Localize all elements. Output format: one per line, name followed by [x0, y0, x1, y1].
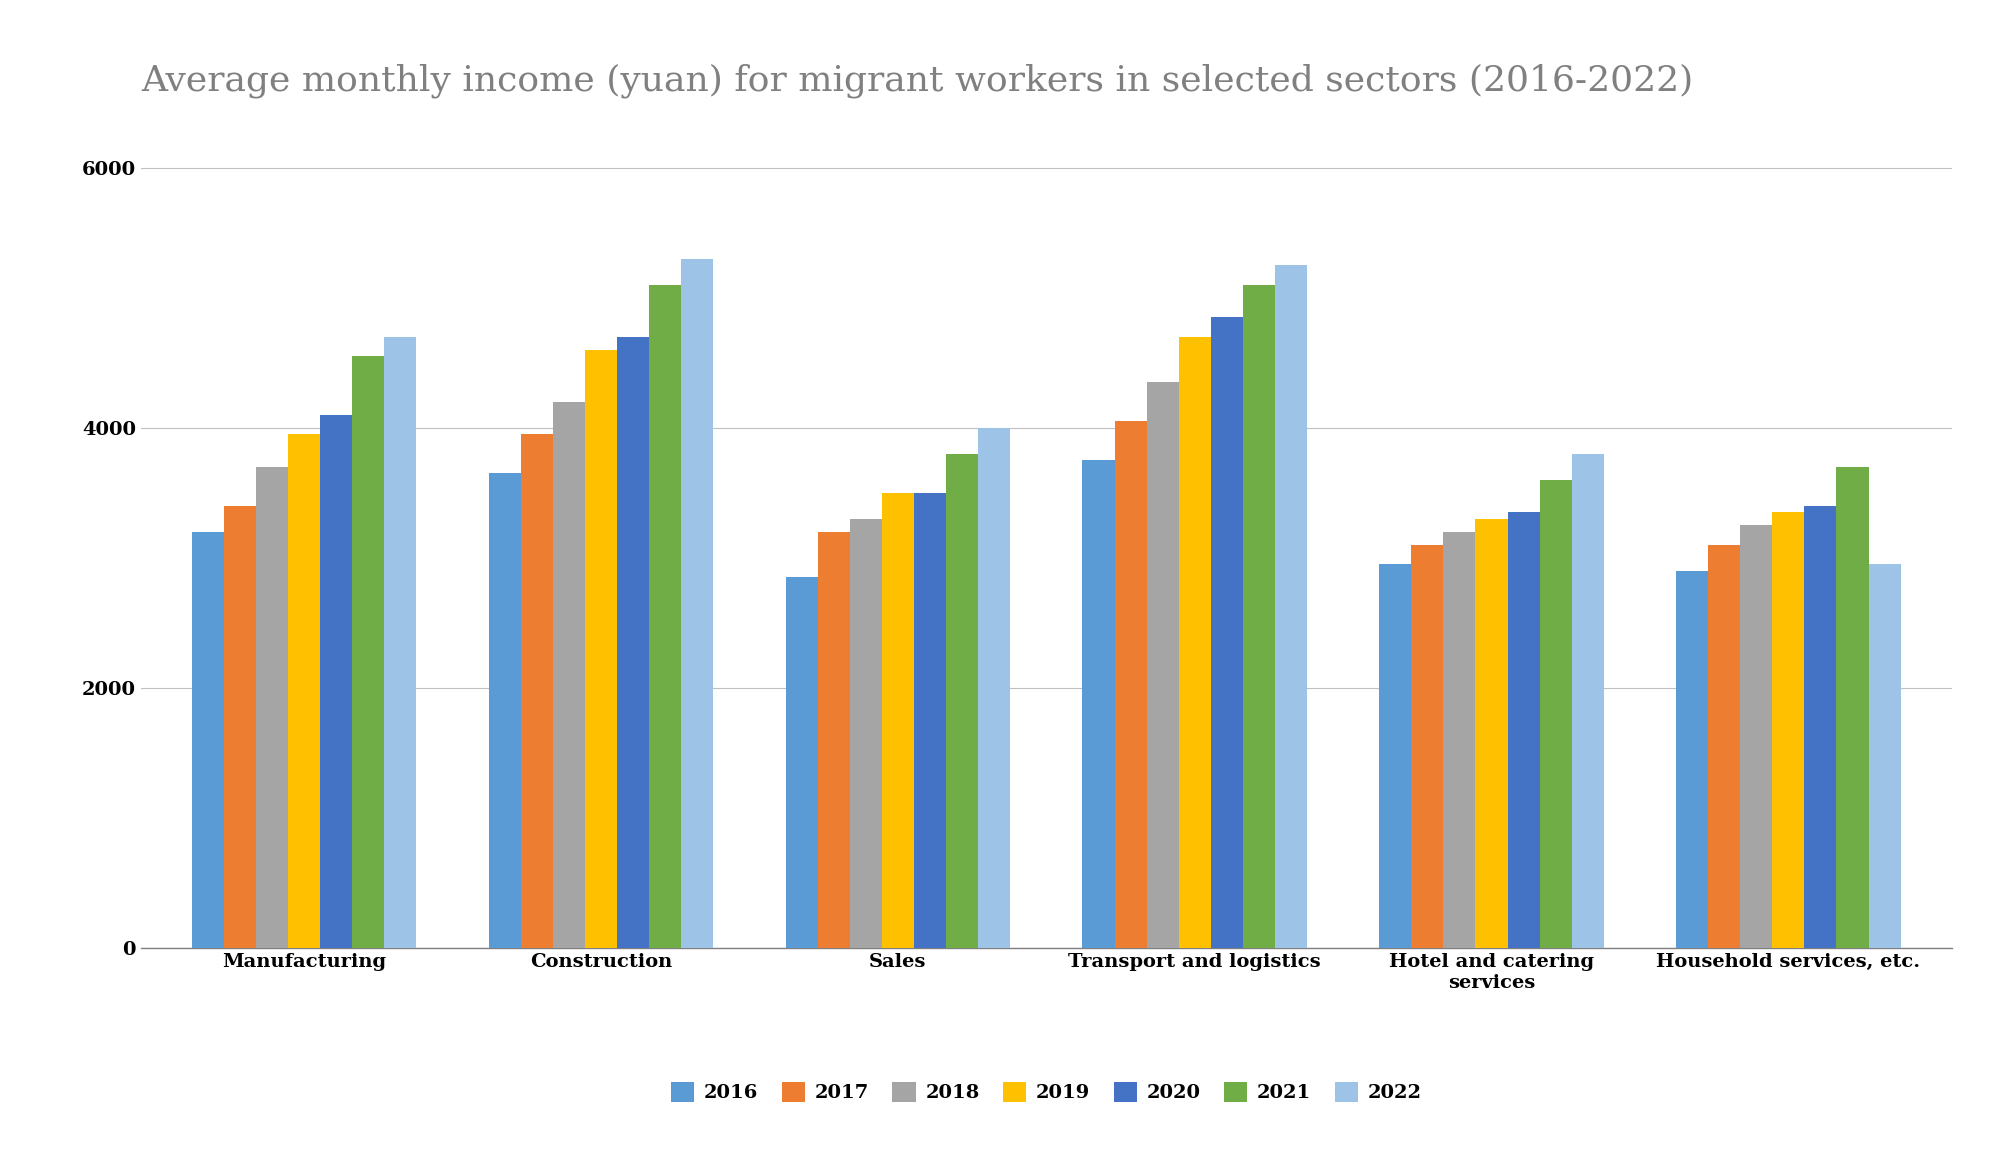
Bar	[585, 349, 618, 948]
Bar	[849, 519, 881, 948]
Bar	[288, 435, 320, 948]
Legend: 2016, 2017, 2018, 2019, 2020, 2021, 2022: 2016, 2017, 2018, 2019, 2020, 2021, 2022	[664, 1074, 1429, 1110]
Bar	[1571, 453, 1604, 948]
Bar	[817, 532, 849, 948]
Bar	[352, 356, 384, 948]
Bar	[682, 259, 712, 948]
Bar	[1773, 512, 1805, 948]
Bar	[785, 577, 817, 948]
Bar	[320, 415, 352, 948]
Text: Average monthly income (yuan) for migrant workers in selected sectors (2016-2022: Average monthly income (yuan) for migran…	[141, 64, 1692, 98]
Bar	[1179, 336, 1211, 948]
Bar	[384, 336, 416, 948]
Bar	[489, 473, 521, 948]
Bar	[521, 435, 553, 948]
Bar	[1676, 571, 1708, 948]
Bar	[1708, 544, 1740, 948]
Bar	[1115, 421, 1147, 948]
Bar	[1740, 525, 1773, 948]
Bar	[1243, 284, 1276, 948]
Bar	[1805, 505, 1837, 948]
Bar	[881, 492, 913, 948]
Bar	[1082, 460, 1115, 948]
Bar	[223, 505, 256, 948]
Bar	[1410, 544, 1443, 948]
Bar	[978, 428, 1010, 948]
Bar	[256, 467, 288, 948]
Bar	[1443, 532, 1475, 948]
Bar	[1380, 564, 1410, 948]
Bar	[1837, 467, 1869, 948]
Bar	[1507, 512, 1539, 948]
Bar	[191, 532, 223, 948]
Bar	[650, 284, 682, 948]
Bar	[913, 492, 946, 948]
Bar	[1276, 265, 1308, 948]
Bar	[946, 453, 978, 948]
Bar	[1147, 383, 1179, 948]
Bar	[1475, 519, 1507, 948]
Bar	[553, 401, 585, 948]
Bar	[1539, 480, 1571, 948]
Bar	[618, 336, 650, 948]
Bar	[1869, 564, 1901, 948]
Bar	[1211, 317, 1243, 948]
